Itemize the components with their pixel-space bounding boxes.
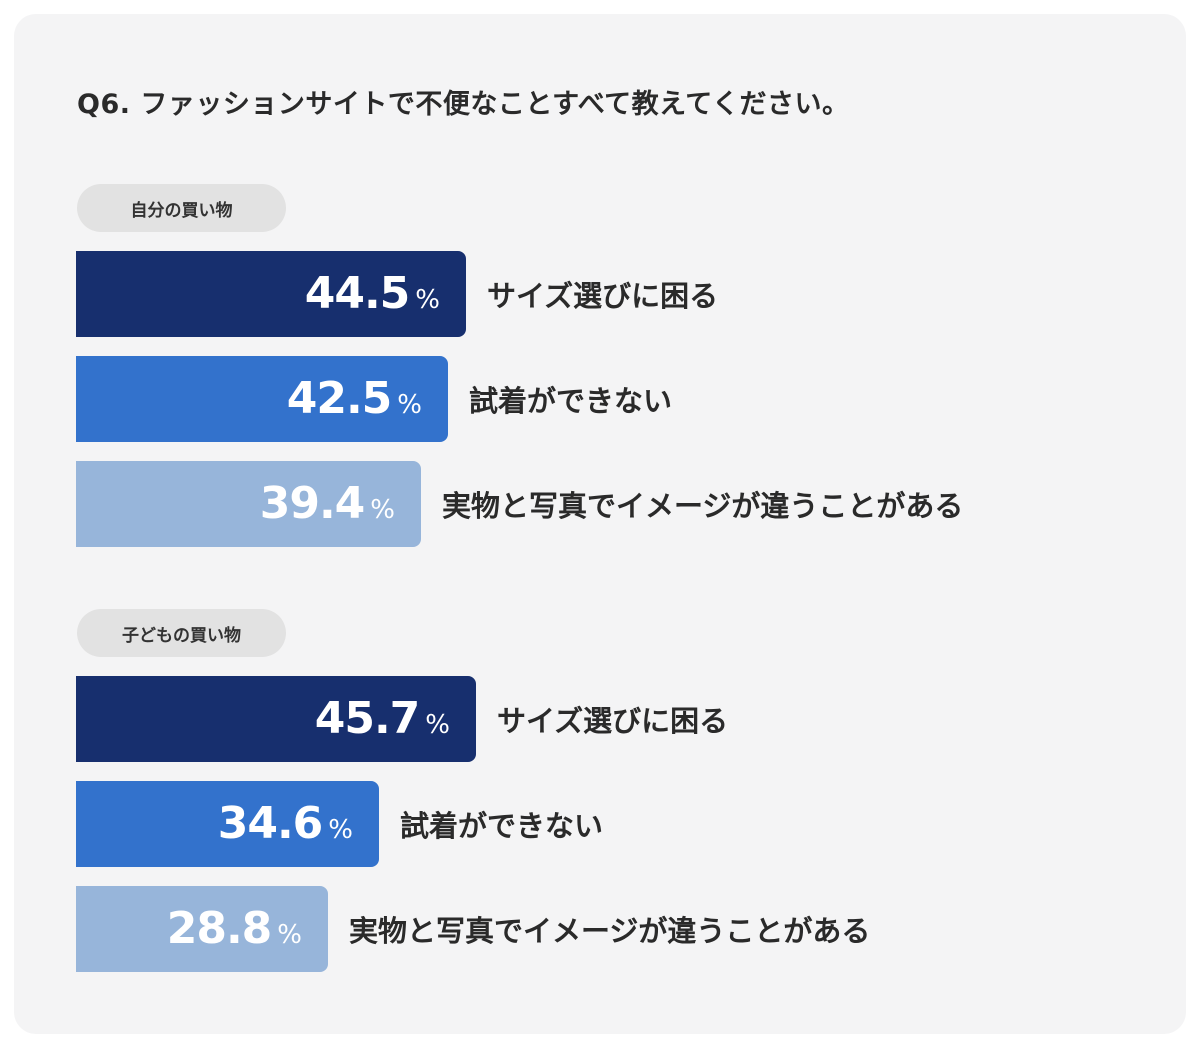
bar-row: 44.5 % サイズ選びに困る <box>76 251 718 337</box>
bar-label: 実物と写真でイメージが違うことがある <box>349 914 871 948</box>
bar-mid: 42.5 % <box>76 356 448 442</box>
percent-sign: % <box>277 920 302 950</box>
bar-label: 実物と写真でイメージが違うことがある <box>442 489 964 523</box>
bar-value: 28.8 <box>166 903 273 954</box>
percent-sign: % <box>397 390 422 420</box>
group-pill-child: 子どもの買い物 <box>77 609 286 657</box>
bar-dark: 44.5 % <box>76 251 466 337</box>
bar-value: 42.5 <box>286 373 393 424</box>
percent-sign: % <box>425 710 450 740</box>
bar-value: 39.4 <box>259 478 366 529</box>
percent-sign: % <box>328 815 353 845</box>
bar-value: 45.7 <box>314 693 421 744</box>
bar-row: 34.6 % 試着ができない <box>76 781 603 867</box>
bar-light: 28.8 % <box>76 886 328 972</box>
group-pill-self: 自分の買い物 <box>77 184 286 232</box>
bar-row: 45.7 % サイズ選びに困る <box>76 676 728 762</box>
question-title: Q6. ファッションサイトで不便なことすべて教えてください。 <box>77 89 850 120</box>
bar-mid: 34.6 % <box>76 781 379 867</box>
percent-sign: % <box>415 285 440 315</box>
bar-row: 28.8 % 実物と写真でイメージが違うことがある <box>76 886 870 972</box>
bar-dark: 45.7 % <box>76 676 476 762</box>
bar-label: サイズ選びに困る <box>487 279 719 313</box>
percent-sign: % <box>370 495 395 525</box>
bar-value: 34.6 <box>217 798 324 849</box>
bar-label: 試着ができない <box>400 809 604 843</box>
bar-light: 39.4 % <box>76 461 421 547</box>
bar-value: 44.5 <box>304 268 411 319</box>
bar-label: サイズ選びに困る <box>497 704 729 738</box>
bar-row: 42.5 % 試着ができない <box>76 356 672 442</box>
bar-label: 試着ができない <box>469 384 673 418</box>
bar-row: 39.4 % 実物と写真でイメージが違うことがある <box>76 461 963 547</box>
